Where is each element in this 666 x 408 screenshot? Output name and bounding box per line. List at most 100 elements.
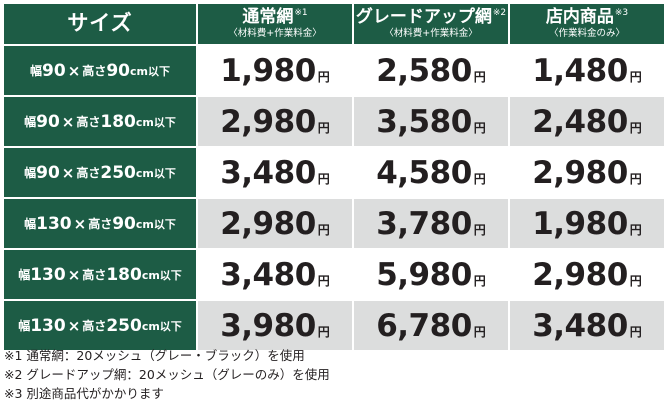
price-cell: 3,480 円 [198, 250, 352, 299]
height-value: 250 [100, 162, 136, 183]
price-cell: 4,580 円 [354, 148, 508, 197]
yen-mark: 円 [317, 274, 330, 288]
height-word: 高さ [82, 64, 107, 78]
width-word: 幅 [24, 166, 37, 180]
price-value: 3,480 [532, 307, 628, 344]
column-sub-standard: 〈材料費+作業料金〉 [228, 28, 322, 40]
column-sub-instore: 〈作業料金のみ〉 [548, 28, 625, 40]
size-label: 幅 90 × 高さ 90 cm以下 [4, 46, 196, 95]
size-label: 幅 90 × 高さ 250 cm以下 [4, 148, 196, 197]
price-cell: 2,980 円 [510, 250, 664, 299]
width-word: 幅 [24, 115, 37, 129]
width-value: 130 [36, 213, 72, 234]
price-value: 1,980 [220, 52, 316, 89]
height-value: 250 [106, 315, 142, 336]
times-sign: × [67, 316, 81, 335]
width-word: 幅 [18, 268, 31, 282]
yen-mark: 円 [473, 274, 486, 288]
price-value: 2,980 [220, 103, 316, 140]
yen-mark: 円 [317, 121, 330, 135]
footnotes: ※1 通常網：20メッシュ（グレー・ブラック）を使用 ※2 グレードアップ網：2… [4, 346, 662, 403]
price-table: サイズ 通常網※1 〈材料費+作業料金〉 グレードアップ網※2 〈材料費+作業料… [4, 4, 664, 350]
yen-mark: 円 [629, 172, 642, 186]
footnote-3: ※3 別途商品代がかかります [4, 386, 164, 401]
size-label: 幅 130 × 高さ 250 cm以下 [4, 301, 196, 350]
yen-mark: 円 [317, 223, 330, 237]
width-word: 幅 [30, 64, 43, 78]
width-value: 90 [36, 162, 60, 183]
column-header-standard: 通常網※1 〈材料費+作業料金〉 [198, 4, 352, 44]
height-word: 高さ [88, 217, 113, 231]
price-value: 5,980 [376, 256, 472, 293]
price-value: 2,980 [532, 256, 628, 293]
yen-mark: 円 [317, 70, 330, 84]
size-label: 幅 130 × 高さ 90 cm以下 [4, 199, 196, 248]
price-cell: 3,980 円 [198, 301, 352, 350]
price-cell: 1,980 円 [510, 199, 664, 248]
price-cell: 3,580 円 [354, 97, 508, 146]
price-value: 2,980 [220, 205, 316, 242]
times-sign: × [67, 61, 81, 80]
size-label: 幅 130 × 高さ 180 cm以下 [4, 250, 196, 299]
column-title-instore: 店内商品 [545, 7, 614, 28]
yen-mark: 円 [629, 70, 642, 84]
column-mark-standard: ※1 [294, 8, 308, 19]
column-mark-upgrade: ※2 [492, 8, 507, 19]
unit-text: cm以下 [141, 319, 182, 333]
price-value: 2,580 [376, 52, 472, 89]
width-value: 90 [36, 111, 60, 132]
height-word: 高さ [82, 268, 107, 282]
price-cell: 2,580 円 [354, 46, 508, 95]
yen-mark: 円 [473, 325, 486, 339]
price-value: 2,980 [532, 154, 628, 191]
yen-mark: 円 [629, 274, 642, 288]
width-value: 130 [30, 264, 66, 285]
yen-mark: 円 [317, 325, 330, 339]
times-sign: × [61, 112, 75, 131]
price-cell: 5,980 円 [354, 250, 508, 299]
yen-mark: 円 [317, 172, 330, 186]
price-value: 2,480 [532, 103, 628, 140]
yen-mark: 円 [629, 325, 642, 339]
footnote-2: ※2 グレードアップ網：20メッシュ（グレーのみ）を使用 [4, 367, 330, 382]
height-word: 高さ [76, 166, 101, 180]
price-cell: 3,480 円 [510, 301, 664, 350]
times-sign: × [67, 265, 81, 284]
times-sign: × [61, 163, 75, 182]
unit-text: cm以下 [135, 166, 176, 180]
unit-text: cm以下 [141, 268, 182, 282]
price-cell: 6,780 円 [354, 301, 508, 350]
price-cell: 2,980 円 [510, 148, 664, 197]
width-value: 90 [42, 60, 66, 81]
column-sub-upgrade: 〈材料費+作業料金〉 [384, 28, 478, 40]
price-value: 3,480 [220, 256, 316, 293]
yen-mark: 円 [473, 223, 486, 237]
yen-mark: 円 [473, 172, 486, 186]
size-label: 幅 90 × 高さ 180 cm以下 [4, 97, 196, 146]
unit-text: cm以下 [135, 217, 176, 231]
price-value: 1,980 [532, 205, 628, 242]
column-title-upgrade: グレードアップ網 [355, 7, 492, 28]
column-header-instore: 店内商品※3 〈作業料金のみ〉 [510, 4, 664, 44]
price-value: 6,780 [376, 307, 472, 344]
width-word: 幅 [24, 217, 37, 231]
height-word: 高さ [76, 115, 101, 129]
price-cell: 3,780 円 [354, 199, 508, 248]
price-cell: 1,480 円 [510, 46, 664, 95]
width-word: 幅 [18, 319, 31, 333]
price-cell: 2,480 円 [510, 97, 664, 146]
price-cell: 2,980 円 [198, 97, 352, 146]
column-title-standard: 通常網 [242, 7, 294, 28]
yen-mark: 円 [629, 121, 642, 135]
price-value: 4,580 [376, 154, 472, 191]
size-header-label: サイズ [67, 11, 133, 36]
price-value: 1,480 [532, 52, 628, 89]
height-value: 90 [106, 60, 130, 81]
price-cell: 1,980 円 [198, 46, 352, 95]
times-sign: × [73, 214, 87, 233]
yen-mark: 円 [473, 121, 486, 135]
height-word: 高さ [82, 319, 107, 333]
height-value: 90 [112, 213, 136, 234]
price-cell: 3,480 円 [198, 148, 352, 197]
unit-text: cm以下 [129, 64, 170, 78]
